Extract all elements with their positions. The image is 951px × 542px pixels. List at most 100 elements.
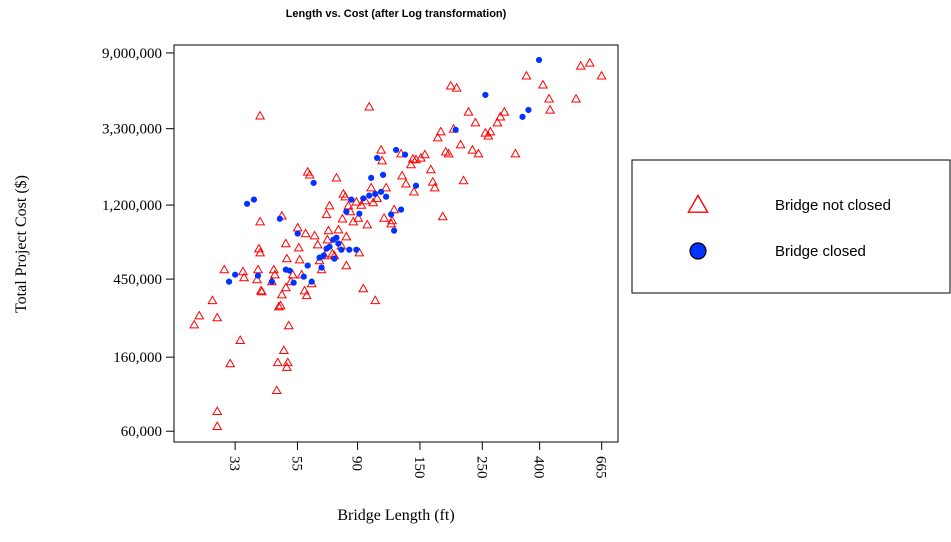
data-point bbox=[333, 234, 340, 241]
data-point bbox=[278, 345, 289, 355]
x-tick-label: 665 bbox=[593, 456, 609, 479]
legend-marker bbox=[689, 242, 707, 260]
data-point bbox=[366, 182, 377, 192]
data-point bbox=[326, 243, 333, 250]
data-point bbox=[467, 144, 478, 154]
data-point bbox=[207, 295, 218, 305]
data-point bbox=[419, 149, 430, 159]
data-point bbox=[320, 252, 327, 259]
data-point bbox=[273, 301, 284, 311]
data-point bbox=[293, 242, 304, 252]
x-axis-label: Bridge Length (ft) bbox=[337, 507, 454, 524]
data-point bbox=[356, 210, 363, 217]
data-point bbox=[452, 126, 459, 133]
data-point bbox=[294, 230, 301, 237]
x-tick-label: 150 bbox=[411, 456, 427, 479]
data-point bbox=[521, 70, 532, 80]
data-point bbox=[250, 196, 258, 203]
data-point bbox=[381, 182, 392, 192]
data-point bbox=[275, 300, 286, 310]
data-point bbox=[343, 208, 350, 215]
data-point bbox=[335, 240, 342, 247]
data-point bbox=[232, 271, 239, 278]
data-point bbox=[323, 225, 334, 235]
data-point bbox=[387, 215, 398, 225]
data-point bbox=[435, 126, 446, 136]
data-point bbox=[519, 113, 526, 120]
data-point bbox=[443, 148, 454, 158]
data-point bbox=[255, 247, 266, 257]
data-point bbox=[304, 262, 311, 269]
data-point bbox=[333, 224, 344, 234]
data-point bbox=[276, 289, 287, 299]
data-point bbox=[372, 193, 383, 203]
legend-label: Bridge not closed bbox=[775, 197, 891, 214]
data-point bbox=[282, 357, 293, 367]
x-tick-label: 90 bbox=[349, 456, 365, 471]
data-point bbox=[377, 188, 385, 195]
data-point bbox=[255, 110, 266, 120]
data-point bbox=[235, 335, 246, 344]
data-point bbox=[408, 186, 419, 196]
data-point bbox=[290, 279, 297, 286]
data-point bbox=[292, 222, 303, 232]
data-point bbox=[400, 178, 412, 188]
y-tick-label: 1,200,000 bbox=[102, 198, 162, 214]
data-point bbox=[437, 211, 448, 221]
data-point bbox=[368, 174, 375, 181]
data-point bbox=[269, 269, 280, 279]
data-point bbox=[304, 169, 315, 179]
data-point bbox=[405, 159, 417, 169]
data-point bbox=[358, 283, 369, 293]
y-axis-label: Total Project Cost ($) bbox=[13, 175, 30, 313]
x-tick-label: 400 bbox=[531, 456, 547, 479]
data-point bbox=[281, 362, 292, 371]
data-point bbox=[318, 264, 325, 271]
data-point bbox=[432, 132, 443, 142]
data-point bbox=[492, 117, 503, 127]
data-point bbox=[301, 290, 312, 300]
data-point bbox=[225, 278, 233, 285]
data-point bbox=[253, 243, 264, 253]
data-point bbox=[393, 146, 400, 154]
y-tick-label: 9,000,000 bbox=[102, 46, 162, 62]
data-point bbox=[482, 91, 489, 99]
data-point bbox=[283, 320, 294, 330]
data-point bbox=[570, 93, 582, 103]
x-tick-label: 33 bbox=[226, 456, 242, 471]
data-point bbox=[376, 144, 387, 154]
data-point bbox=[386, 218, 397, 228]
data-point bbox=[256, 286, 267, 296]
data-point bbox=[337, 213, 348, 223]
data-point bbox=[299, 285, 310, 295]
data-point bbox=[407, 153, 418, 163]
data-point bbox=[429, 182, 440, 192]
data-point bbox=[348, 196, 355, 203]
data-point bbox=[252, 274, 263, 284]
data-point bbox=[212, 406, 223, 416]
data-point bbox=[397, 170, 408, 180]
data-point bbox=[412, 182, 420, 189]
data-point bbox=[596, 70, 607, 80]
data-point bbox=[353, 212, 364, 222]
data-point bbox=[276, 215, 283, 222]
data-point bbox=[212, 421, 223, 430]
data-point bbox=[463, 106, 474, 116]
data-point bbox=[300, 273, 307, 280]
data-point bbox=[238, 272, 250, 282]
y-tick-label: 3,300,000 bbox=[102, 122, 162, 138]
data-point bbox=[473, 148, 484, 158]
data-point bbox=[372, 190, 379, 198]
data-point bbox=[189, 319, 200, 329]
data-point bbox=[225, 358, 236, 368]
data-point bbox=[237, 266, 249, 276]
data-point bbox=[310, 179, 317, 186]
data-point bbox=[338, 246, 345, 253]
data-point bbox=[545, 104, 556, 114]
data-point bbox=[287, 269, 298, 279]
x-tick-label: 55 bbox=[288, 456, 304, 471]
data-point bbox=[378, 212, 390, 222]
data-point bbox=[286, 267, 293, 274]
data-point bbox=[322, 234, 333, 244]
data-point bbox=[445, 80, 456, 90]
